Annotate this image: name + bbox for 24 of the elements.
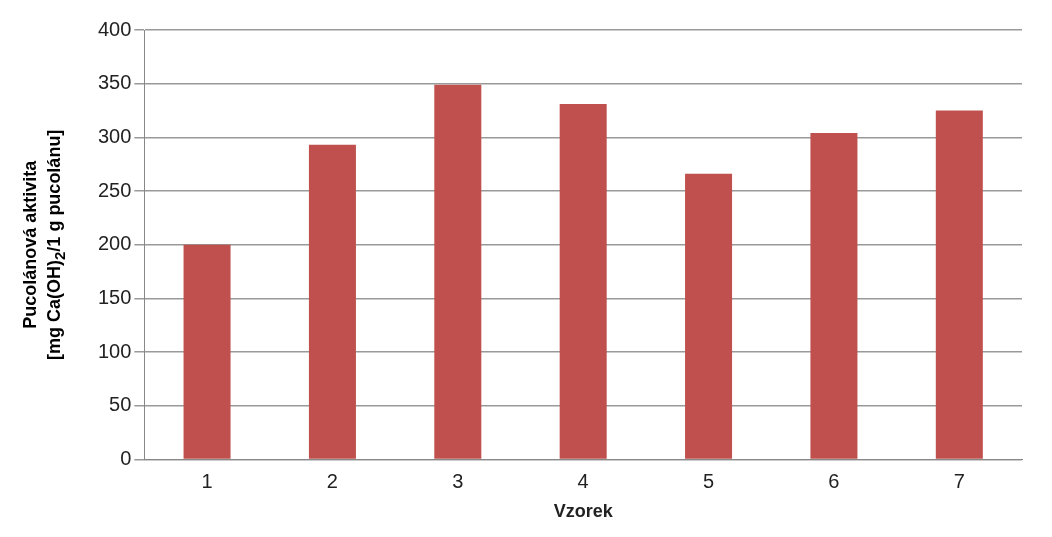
bar bbox=[810, 133, 858, 459]
y-tick-label: 150 bbox=[97, 285, 132, 308]
bar bbox=[935, 110, 983, 459]
bar bbox=[183, 244, 231, 459]
x-tick-label: 6 bbox=[828, 469, 840, 492]
x-axis-title: Vzorek bbox=[553, 501, 614, 522]
bar bbox=[308, 144, 356, 459]
x-tick-label: 3 bbox=[452, 469, 464, 492]
x-tick-label: 7 bbox=[953, 469, 965, 492]
y-tick-label: 300 bbox=[97, 124, 132, 147]
x-tick-label: 1 bbox=[201, 469, 213, 492]
x-tick-label: 4 bbox=[577, 469, 589, 492]
x-tick-label: 2 bbox=[326, 469, 338, 492]
y-tick-label: 100 bbox=[97, 339, 132, 362]
y-tick-label: 0 bbox=[120, 446, 132, 469]
bar bbox=[685, 173, 733, 459]
bar bbox=[559, 104, 607, 459]
bar bbox=[434, 84, 482, 459]
y-tick-label: 350 bbox=[97, 71, 132, 94]
y-tick-label: 250 bbox=[97, 178, 132, 201]
y-tick-label: 200 bbox=[97, 232, 132, 255]
x-tick-label: 5 bbox=[703, 469, 715, 492]
y-tick-label: 50 bbox=[109, 393, 132, 416]
y-tick-label: 400 bbox=[97, 17, 132, 40]
